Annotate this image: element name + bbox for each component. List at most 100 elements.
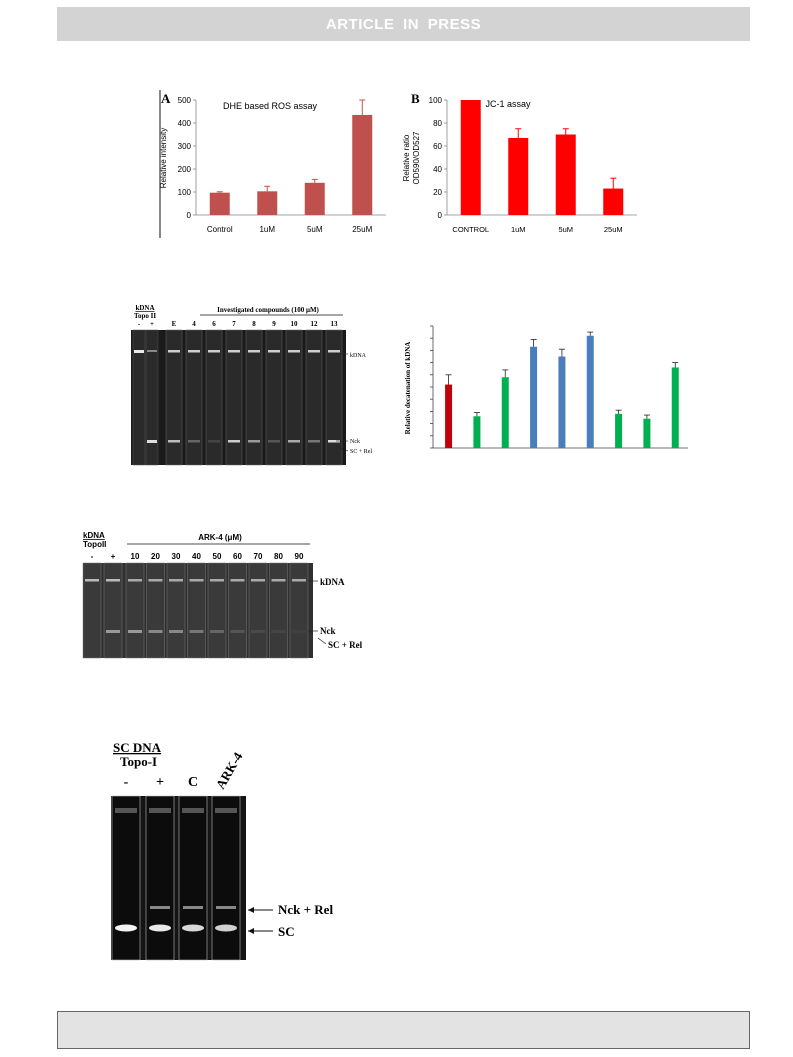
gel-band [248, 350, 260, 353]
gel-lane [125, 562, 145, 659]
gel-band [147, 440, 157, 443]
gel2-lane-label: 10 [131, 552, 140, 561]
bar [501, 377, 509, 448]
y-tick-label: 100 [178, 188, 192, 197]
y-tick-label: 40 [433, 165, 442, 174]
gel2-label-kdna: kDNA [320, 577, 345, 587]
gel-lane [225, 329, 243, 466]
gel1-label-kdna: kDNA [350, 353, 367, 359]
gel-band [150, 906, 170, 909]
bar [603, 188, 624, 215]
gel-lane [305, 329, 323, 466]
bar [473, 416, 481, 448]
gel-band [228, 440, 240, 443]
y-tick-label: 200 [178, 165, 192, 174]
footer-citation-box [57, 1011, 750, 1049]
y-tick-label: 500 [178, 96, 192, 105]
gel-band [292, 630, 306, 633]
chart-a-ros-assay: A DHE based ROS assay Relative intensity… [159, 90, 386, 238]
gel-band [183, 906, 203, 909]
category-label: Control [207, 225, 233, 234]
bar [257, 191, 278, 215]
gel-band [268, 350, 280, 353]
gel-band [106, 630, 120, 633]
y-tick-label: 60 [433, 142, 442, 151]
y-tick-label: 100 [429, 96, 443, 105]
gel-band [308, 440, 320, 443]
gel-lane [111, 795, 141, 961]
chart-a-ylabel: Relative intensity [159, 128, 168, 188]
bar [352, 114, 373, 215]
gel-band [128, 630, 142, 633]
bar [460, 100, 481, 215]
category-label: 25uM [604, 225, 623, 234]
chart-a-panel-label: A [161, 91, 171, 106]
gel-band [215, 924, 237, 932]
gel1-sign-plus: + [150, 320, 154, 328]
gel-well [182, 808, 204, 813]
gel-well [215, 808, 237, 813]
gel-band [188, 440, 200, 443]
bar [671, 367, 679, 448]
gel1-lane-label: 12 [311, 320, 319, 328]
gel-lane [145, 795, 175, 961]
category-label: 1uM [259, 225, 275, 234]
gel-lane [146, 562, 165, 659]
gel2-label-sc-rel: SC + Rel [328, 640, 363, 650]
gel1-lane-label: E [172, 320, 177, 328]
gel2-sign-plus: + [111, 552, 116, 561]
gel-lane [82, 562, 102, 659]
gel-band [271, 630, 286, 633]
gel-band [288, 350, 300, 353]
chart-b-jc1-assay: B JC-1 assay Relative ratio OD590/OD527 … [402, 91, 637, 234]
gel1-lane-label: 6 [212, 320, 216, 328]
gel-lane [325, 329, 343, 466]
category-label: 5uM [558, 225, 573, 234]
gel2-header-topo: TopoII [83, 540, 106, 549]
chart-b-panel-label: B [411, 91, 420, 106]
bar [615, 413, 623, 448]
chart-b-title: JC-1 assay [485, 99, 531, 109]
gel-lane [132, 329, 146, 466]
gel-band [168, 440, 180, 443]
gel-band [208, 350, 220, 353]
gel-lane [248, 562, 268, 659]
gel-investigated-compounds: kDNA Topo II - + Investigated compounds … [131, 304, 372, 466]
gel1-sign-minus: - [138, 320, 141, 328]
gel-band [271, 579, 286, 582]
gel-lane [289, 562, 309, 659]
gel-band [228, 350, 240, 353]
gel-band [169, 579, 183, 582]
y-tick-label: 400 [178, 119, 192, 128]
gel2-sign-minus: - [91, 552, 94, 561]
bar [508, 137, 529, 215]
gel-lane [269, 562, 288, 659]
gel-band [147, 350, 157, 352]
gel-lane [228, 562, 247, 659]
y-tick-label: 0 [187, 211, 192, 220]
article-in-press-banner: ARTICLE IN PRESS [57, 7, 750, 41]
gel2-lane-label: 80 [274, 552, 283, 561]
gel-band [134, 350, 144, 353]
gel-lane [207, 562, 227, 659]
gel3-lane-ark4: ARK-4 [213, 749, 246, 791]
chart-a-title: DHE based ROS assay [223, 101, 318, 111]
gel-band [148, 630, 163, 633]
gel3-lane-c: C [188, 775, 198, 790]
gel-band [328, 350, 340, 353]
category-label: 5uM [307, 225, 323, 234]
gel3-label-sc: SC [278, 924, 295, 939]
gel-band [288, 440, 300, 443]
gel-lane [205, 329, 223, 466]
gel-band [268, 440, 280, 443]
gel1-label-nck: Nck [350, 439, 360, 445]
gel-well [115, 808, 137, 813]
bar [209, 192, 230, 215]
chart-c-ylabel: Relative decatenation of kDNA [404, 342, 412, 435]
gel-band [328, 440, 340, 443]
gel-band [169, 630, 183, 633]
gel-lane [178, 795, 208, 961]
y-tick-label: 0 [438, 211, 443, 220]
gel1-lane-label: 7 [232, 320, 236, 328]
category-label: CONTROL [452, 225, 489, 234]
